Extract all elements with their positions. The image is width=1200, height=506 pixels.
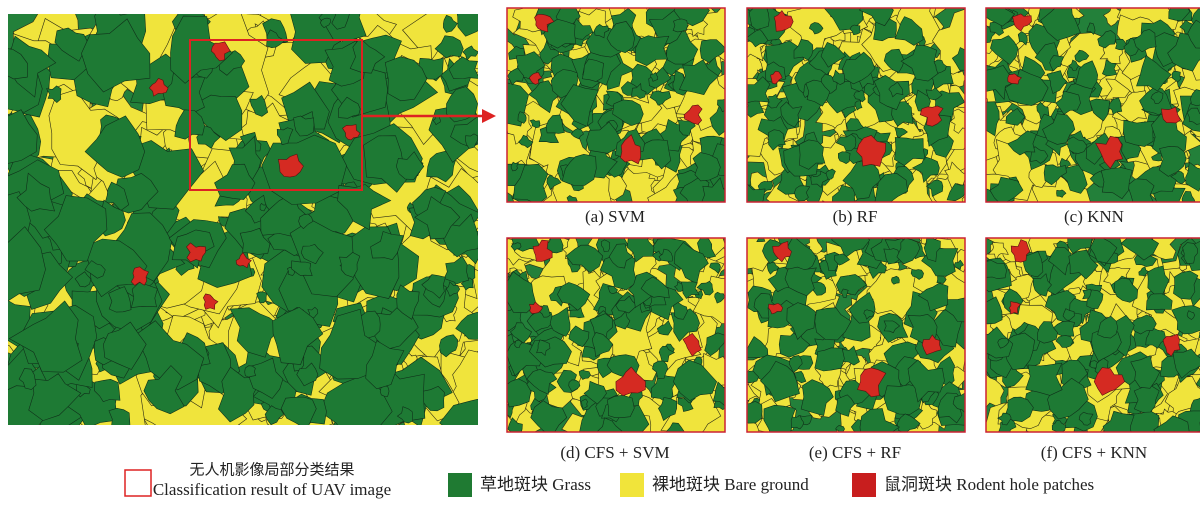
caption: (f) CFS + KNN (1041, 443, 1147, 462)
arrow-head (482, 109, 496, 123)
legend-swatch (852, 473, 876, 497)
caption: (d) CFS + SVM (560, 443, 669, 462)
legend-label: 无人机影像局部分类结果 (189, 461, 354, 479)
class-map (954, 0, 1200, 233)
maps (0, 0, 1200, 482)
class-map (715, 210, 991, 457)
class-map (0, 0, 534, 482)
legend-swatch (125, 470, 151, 496)
caption: (a) SVM (585, 207, 645, 226)
caption: (b) RF (833, 207, 878, 226)
legend-swatch (620, 473, 644, 497)
legend-label: 草地斑块 Grass (480, 475, 591, 494)
class-map (718, 0, 991, 236)
caption: (c) KNN (1064, 207, 1124, 226)
figure: (a) SVM (b) RF (c) KNN (d) CFS + SVM (e)… (0, 0, 1200, 506)
legend-label: Classification result of UAV image (153, 480, 391, 499)
legend-label: 鼠洞斑块 Rodent hole patches (884, 475, 1094, 494)
caption: (e) CFS + RF (809, 443, 901, 462)
class-map (970, 204, 1200, 466)
legend-label: 裸地斑块 Bare ground (652, 475, 809, 494)
class-map (488, 207, 745, 457)
legend-swatch (448, 473, 472, 497)
class-map (480, 0, 750, 232)
